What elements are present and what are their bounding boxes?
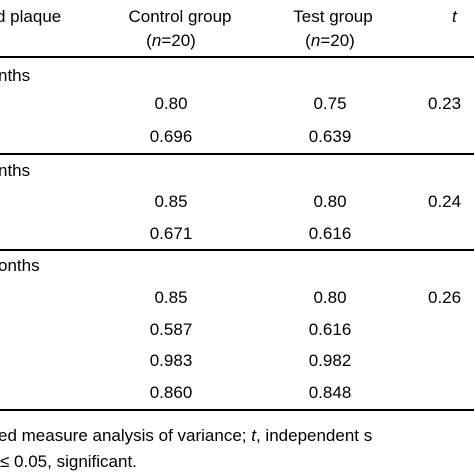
cell-t: 0.26 <box>428 288 462 307</box>
section-label: onths <box>0 256 40 275</box>
cell-control: 0.696 <box>149 127 193 146</box>
cell-control: 0.671 <box>149 224 193 243</box>
cell-control: 0.85 <box>154 192 188 211</box>
cell-test: 0.848 <box>308 383 352 402</box>
cell-control: 0.80 <box>154 94 188 113</box>
cell-test: 0.616 <box>308 224 352 243</box>
cell-test: 0.639 <box>308 127 352 146</box>
cell-test: 0.75 <box>313 94 347 113</box>
table-bottom-rule <box>0 409 474 411</box>
section-label: nths <box>0 66 31 85</box>
section-label: nths <box>0 161 31 180</box>
cell-test: 0.982 <box>308 351 352 370</box>
header-test-n: (n=20) <box>305 31 355 50</box>
cell-control: 0.983 <box>149 351 193 370</box>
footnote-line-1: ed measure analysis of variance; t, inde… <box>0 426 373 445</box>
header-control-n: (n=20) <box>146 31 196 50</box>
cell-t: 0.23 <box>428 94 462 113</box>
cell-control: 0.85 <box>154 288 188 307</box>
section-divider <box>0 249 474 251</box>
header-t-statistic: t <box>452 7 457 26</box>
header-control-group: Control group <box>128 7 232 26</box>
cell-test: 0.80 <box>313 288 347 307</box>
cell-test: 0.80 <box>313 192 347 211</box>
cell-t: 0.24 <box>428 192 462 211</box>
cell-test: 0.616 <box>308 320 352 339</box>
cell-control: 0.860 <box>149 383 193 402</box>
cell-control: 0.587 <box>149 320 193 339</box>
header-bottom-rule <box>0 56 474 58</box>
footnote-line-2: ≤ 0.05, significant. <box>0 452 137 471</box>
section-divider <box>0 153 474 155</box>
header-test-group: Test group <box>293 7 373 26</box>
header-col-plaque: d plaque <box>0 7 62 26</box>
